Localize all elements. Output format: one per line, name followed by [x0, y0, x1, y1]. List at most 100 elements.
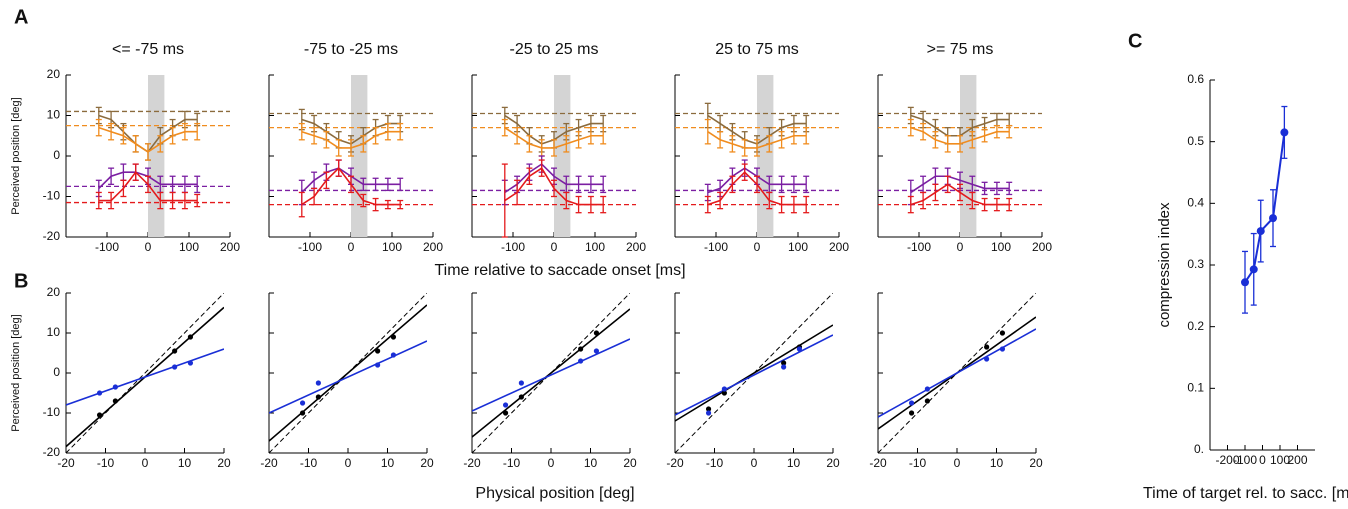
point — [96, 390, 103, 396]
error-bar — [741, 139, 748, 157]
error-bar — [335, 139, 342, 157]
point — [593, 330, 600, 336]
y-tick-label: 10 — [47, 108, 61, 122]
error-bar — [323, 171, 330, 190]
error-bar — [551, 179, 557, 198]
error-bar — [108, 122, 115, 141]
x-tick-label: -20 — [869, 456, 887, 470]
error-bar — [323, 131, 330, 149]
error-bar — [157, 135, 164, 153]
error-bar — [538, 159, 545, 177]
x-tick-label: -20 — [463, 456, 481, 470]
y-tick-label: -10 — [43, 405, 61, 419]
point — [593, 348, 600, 354]
error-bar — [311, 171, 318, 190]
error-bar — [1006, 197, 1013, 212]
error-bar — [920, 191, 927, 210]
error-bar — [120, 127, 127, 145]
point — [390, 334, 397, 340]
error-bar — [108, 167, 115, 186]
error-bar — [717, 131, 724, 149]
error-bar — [932, 183, 939, 202]
error-bar — [194, 122, 201, 141]
point — [1280, 128, 1289, 137]
error-bar — [600, 127, 607, 145]
y-tick-label: 0.2 — [1187, 319, 1204, 333]
x-tick-label: 100 — [179, 240, 199, 254]
error-bar — [920, 122, 927, 141]
error-bar — [372, 177, 379, 192]
fit-line — [66, 348, 224, 406]
point — [518, 380, 524, 386]
x-tick-label: 0 — [548, 456, 555, 470]
error-bar — [944, 175, 951, 194]
error-bar — [563, 135, 570, 153]
x-tick-label: 0 — [551, 240, 558, 254]
error-bar — [551, 139, 557, 157]
error-bar — [600, 175, 607, 194]
point — [908, 400, 915, 406]
error-bar — [803, 127, 810, 145]
error-bar — [790, 175, 797, 194]
y-tick-label: 0.5 — [1187, 134, 1204, 148]
y-tick-label: 0 — [53, 365, 60, 379]
error-bar — [372, 197, 379, 212]
error-bar — [1006, 124, 1013, 139]
y-tick-label: 20 — [47, 285, 61, 299]
error-bar — [360, 193, 367, 208]
identity-line — [66, 293, 224, 453]
x-tick-label: 100 — [991, 240, 1011, 254]
point — [112, 384, 118, 390]
x-tick-label: 0 — [1259, 453, 1266, 467]
error-bar — [704, 118, 711, 145]
error-bar — [587, 175, 594, 194]
y-tick-label: 20 — [47, 67, 61, 81]
error-bar — [384, 177, 391, 192]
error-bar — [360, 135, 367, 153]
error-bar — [766, 191, 773, 210]
y-tick-label: 0 — [53, 148, 60, 162]
point — [315, 394, 321, 400]
point — [315, 380, 321, 386]
chart-title: <= -75 ms — [112, 41, 184, 58]
point — [721, 386, 727, 392]
error-bar — [778, 195, 785, 214]
error-bar — [526, 135, 533, 153]
error-bar — [575, 195, 582, 214]
error-bar — [575, 175, 582, 194]
error-bar — [790, 127, 797, 145]
error-bar — [360, 177, 367, 192]
x-tick-label: 10 — [381, 456, 395, 470]
saccade-band — [960, 75, 977, 237]
x-tick-label: 100 — [788, 240, 808, 254]
chart-title: 25 to 75 ms — [715, 41, 799, 58]
error-bar — [335, 159, 342, 177]
x-tick-label: 200 — [829, 240, 849, 254]
x-tick-label: -10 — [300, 456, 318, 470]
fit-line — [472, 308, 630, 438]
error-bar — [501, 118, 508, 137]
error-bar — [514, 179, 521, 206]
x-axis-title: Time relative to saccade onset [ms] — [434, 262, 685, 279]
point — [299, 400, 306, 406]
point — [924, 398, 930, 404]
error-bar — [778, 131, 785, 149]
error-bar — [729, 175, 736, 194]
error-bar — [145, 175, 151, 194]
point — [984, 344, 990, 350]
fit-line — [269, 304, 427, 442]
error-bar — [932, 131, 939, 149]
x-tick-label: -20 — [57, 456, 75, 470]
error-bar — [526, 167, 533, 186]
error-bar — [717, 191, 724, 210]
y-tick-label: -20 — [43, 229, 61, 243]
x-tick-label: 100 — [585, 240, 605, 254]
x-tick-label: 10 — [584, 456, 598, 470]
point — [375, 362, 381, 368]
error-bar — [169, 127, 176, 145]
error-bar — [969, 131, 976, 149]
error-bar — [95, 118, 102, 137]
error-bar — [397, 122, 404, 141]
error-bar — [981, 181, 988, 196]
panel-label: C — [1128, 30, 1142, 52]
